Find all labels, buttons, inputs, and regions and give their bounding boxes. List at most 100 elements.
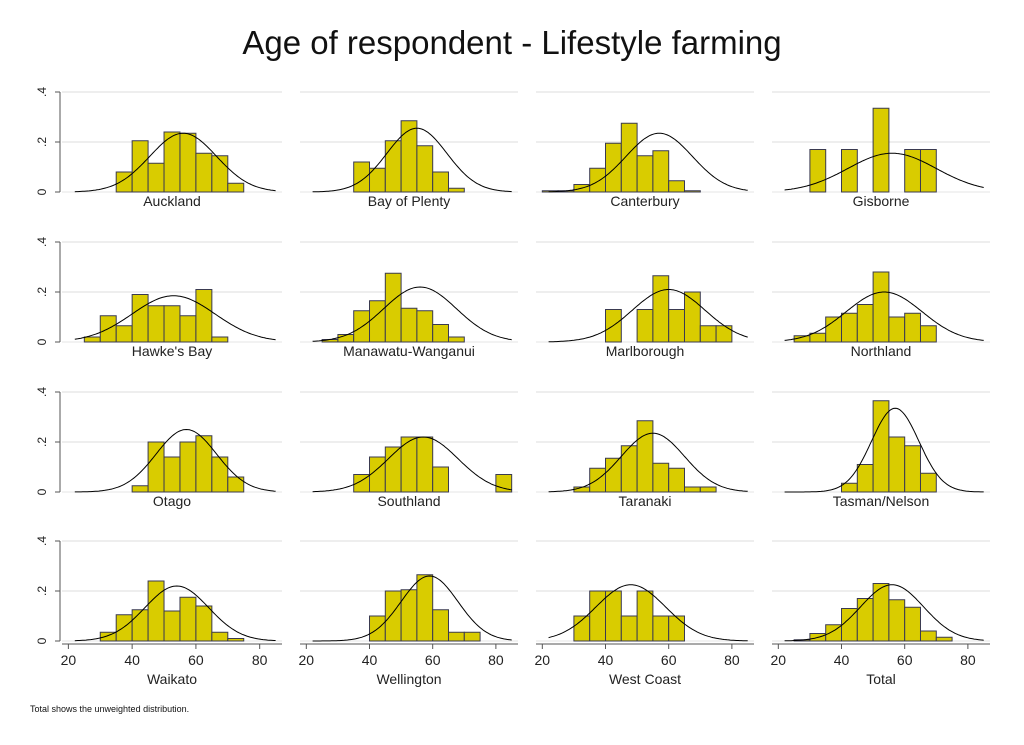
histogram-bar bbox=[384, 272, 402, 343]
panel-label: Tasman/Nelson bbox=[833, 493, 930, 509]
density-curve bbox=[548, 432, 748, 493]
histogram-bar bbox=[163, 610, 181, 642]
panel-label: Taranaki bbox=[619, 493, 672, 509]
histogram-bar bbox=[131, 485, 149, 493]
histogram-bar bbox=[715, 325, 733, 343]
histogram-bar bbox=[605, 457, 622, 493]
panel-label: Manawatu-Wanganui bbox=[343, 343, 475, 359]
histogram-bar bbox=[369, 456, 386, 493]
density-curve bbox=[312, 127, 512, 193]
x-tick-label: 60 bbox=[425, 652, 441, 668]
panel-bay-of-plenty: Bay of Plenty bbox=[300, 91, 518, 209]
histogram-bar bbox=[384, 590, 402, 642]
histogram-bar bbox=[919, 149, 937, 193]
x-tick-label: 40 bbox=[598, 652, 614, 668]
histogram-bar bbox=[636, 155, 654, 193]
histogram-bar bbox=[416, 145, 434, 193]
panel-label: Southland bbox=[377, 493, 440, 509]
x-tick-label: 40 bbox=[362, 652, 378, 668]
histogram-bar bbox=[919, 325, 937, 343]
y-tick-label: .4 bbox=[35, 87, 49, 97]
density-curve bbox=[784, 407, 984, 493]
histogram-bar bbox=[179, 596, 197, 642]
histogram-bar bbox=[683, 291, 701, 343]
histogram-bar bbox=[825, 316, 843, 343]
histogram-bar bbox=[147, 305, 165, 343]
panel-label: Wellington bbox=[376, 671, 441, 687]
histogram-bar bbox=[652, 150, 670, 193]
histogram-bar bbox=[147, 580, 165, 642]
histogram-bar bbox=[589, 467, 607, 493]
histogram-bar bbox=[211, 631, 229, 642]
histogram-bar bbox=[227, 638, 245, 642]
histogram-bar bbox=[620, 615, 638, 642]
histogram-bar bbox=[163, 305, 181, 343]
panel-label: Otago bbox=[153, 493, 191, 509]
histogram-bar bbox=[888, 436, 906, 493]
histogram-bar bbox=[400, 120, 418, 193]
histogram-bar bbox=[668, 467, 685, 493]
panel-northland: Northland bbox=[772, 241, 990, 359]
histogram-bar bbox=[636, 309, 654, 343]
histogram-bar bbox=[809, 332, 827, 343]
histogram-bar bbox=[683, 486, 701, 493]
x-tick-label: 80 bbox=[960, 652, 976, 668]
histogram-bar bbox=[353, 161, 371, 193]
histogram-bar bbox=[589, 590, 607, 642]
histogram-bar bbox=[384, 140, 402, 193]
panel-label: Marlborough bbox=[606, 343, 685, 359]
x-tick-label: 20 bbox=[299, 652, 315, 668]
histogram-bar bbox=[447, 187, 465, 193]
histogram-bar bbox=[620, 122, 638, 193]
x-tick-label: 80 bbox=[488, 652, 504, 668]
y-tick-label: 0 bbox=[35, 338, 49, 345]
histogram-bar bbox=[163, 456, 181, 493]
histogram-bar bbox=[620, 445, 638, 493]
histogram-bar bbox=[179, 315, 197, 343]
histogram-bar bbox=[904, 606, 921, 642]
panel-tasman-nelson: Tasman/Nelson bbox=[772, 391, 990, 509]
histogram-bar bbox=[904, 445, 921, 493]
y-tick-label: .2 bbox=[35, 586, 49, 596]
histogram-bar bbox=[919, 472, 937, 493]
histogram-bar bbox=[652, 462, 670, 493]
histogram-bar bbox=[147, 441, 165, 493]
histogram-bar bbox=[683, 190, 701, 193]
x-tick-label: 80 bbox=[724, 652, 740, 668]
panel-hawke-s-bay: 0 .2 .4 Hawke's Bay bbox=[35, 237, 282, 359]
panel-label: Waikato bbox=[147, 671, 197, 687]
x-tick-label: 60 bbox=[897, 652, 913, 668]
y-tick-label: 0 bbox=[35, 637, 49, 644]
panel-label: Bay of Plenty bbox=[368, 193, 451, 209]
density-curve bbox=[74, 585, 276, 642]
x-tick-label: 60 bbox=[661, 652, 677, 668]
histogram-bar bbox=[416, 310, 434, 343]
histogram-bar bbox=[432, 466, 449, 493]
histogram-bar bbox=[668, 309, 685, 343]
histogram-bar bbox=[227, 182, 245, 193]
x-tick-label: 20 bbox=[61, 652, 77, 668]
histogram-bar bbox=[919, 630, 937, 642]
histogram-bar bbox=[699, 325, 717, 343]
histogram-bar bbox=[179, 132, 197, 193]
histogram-bar bbox=[699, 486, 717, 493]
histogram-bar bbox=[195, 152, 213, 193]
panel-wellington: 20 40 60 80 Wellington bbox=[299, 540, 518, 687]
histogram-bar bbox=[856, 304, 874, 343]
histogram-bar bbox=[163, 131, 181, 193]
histogram-bar bbox=[447, 631, 465, 642]
histogram-bar bbox=[636, 420, 654, 493]
histogram-bar bbox=[195, 289, 213, 343]
density-curve bbox=[548, 289, 748, 343]
histogram-bar bbox=[369, 300, 386, 343]
panel-label: Auckland bbox=[143, 193, 201, 209]
histogram-bar bbox=[432, 171, 449, 193]
histogram-bar bbox=[227, 476, 245, 493]
histogram-bar bbox=[463, 631, 481, 642]
histogram-bar bbox=[195, 435, 213, 493]
histogram-bar bbox=[83, 336, 101, 343]
histogram-bar bbox=[605, 142, 622, 193]
histogram-bar bbox=[416, 436, 434, 493]
y-tick-label: .2 bbox=[35, 437, 49, 447]
density-curve bbox=[312, 436, 512, 493]
